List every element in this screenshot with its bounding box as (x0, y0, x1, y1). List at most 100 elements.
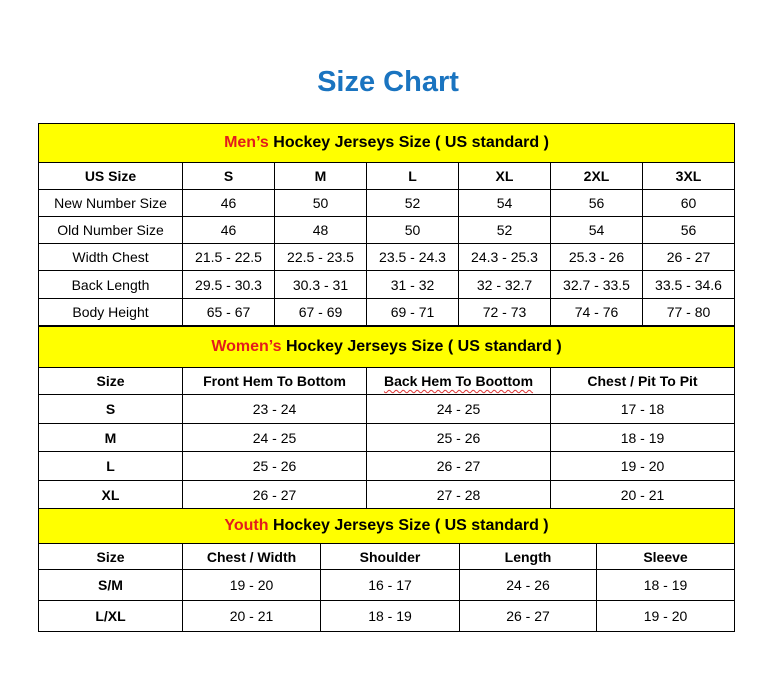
table-cell: 24 - 26 (459, 569, 597, 601)
youth-size-table: Youth Hockey Jerseys Size ( US standard … (38, 508, 735, 632)
table-cell: 25.3 - 26 (550, 243, 643, 271)
table-cell: 54 (458, 189, 551, 217)
column-header-label: Chest / Width (206, 548, 297, 565)
table-cell: 65 - 67 (182, 298, 275, 326)
section-heading: Hockey Jerseys Size ( US standard ) (268, 517, 549, 534)
column-header-label: 3XL (675, 168, 702, 184)
section-heading: Hockey Jerseys Size ( US standard ) (268, 134, 549, 151)
column-header-label: L (408, 168, 417, 184)
table-cell: 25 - 26 (366, 423, 551, 452)
column-header-label: Back Hem To Boottom (383, 373, 534, 389)
table-row: L/XL 20 - 21 18 - 19 26 - 27 19 - 20 (38, 600, 735, 632)
table-cell: 74 - 76 (550, 298, 643, 326)
table-cell: 20 - 21 (182, 600, 321, 632)
mens-size-table: Men’s Hockey Jerseys Size ( US standard … (38, 123, 735, 326)
table-row: S 23 - 24 24 - 25 17 - 18 (38, 394, 735, 424)
table-cell: 21.5 - 22.5 (182, 243, 275, 271)
column-header-label: US Size (84, 168, 137, 184)
table-cell: 32.7 - 33.5 (550, 270, 643, 299)
table-cell: 17 - 18 (550, 394, 735, 424)
column-header: M (274, 162, 367, 190)
table-row: New Number Size 46 50 52 54 56 60 (38, 189, 735, 217)
table-cell: 19 - 20 (182, 569, 321, 601)
table-cell: 52 (366, 189, 459, 217)
column-header: Front Hem To Bottom (182, 367, 367, 395)
table-row: L 25 - 26 26 - 27 19 - 20 (38, 451, 735, 481)
row-label: S/M (38, 569, 183, 601)
table-row: XL 26 - 27 27 - 28 20 - 21 (38, 480, 735, 509)
row-label: L (38, 451, 183, 481)
column-header-row: Size Front Hem To Bottom Back Hem To Boott… (38, 367, 735, 395)
table-cell: 16 - 17 (320, 569, 460, 601)
column-header-label: Length (504, 548, 552, 565)
table-cell: 67 - 69 (274, 298, 367, 326)
table-cell: 24.3 - 25.3 (458, 243, 551, 271)
table-cell: 18 - 19 (596, 569, 735, 601)
column-header: Size (38, 543, 183, 570)
table-cell: 31 - 32 (366, 270, 459, 299)
table-cell: 69 - 71 (366, 298, 459, 326)
table-cell: 24 - 25 (182, 423, 367, 452)
table-cell: 29.5 - 30.3 (182, 270, 275, 299)
column-header: XL (458, 162, 551, 190)
table-cell: 26 - 27 (642, 243, 735, 271)
section-header: Women’s Hockey Jerseys Size ( US standar… (38, 326, 735, 368)
table-row: M 24 - 25 25 - 26 18 - 19 (38, 423, 735, 452)
row-label: Back Length (38, 270, 183, 299)
table-cell: 33.5 - 34.6 (642, 270, 735, 299)
column-header-label: S (223, 168, 234, 184)
table-cell: 56 (642, 216, 735, 244)
section-header: Youth Hockey Jerseys Size ( US standard … (38, 508, 735, 544)
section-header-row: Women’s Hockey Jerseys Size ( US standar… (38, 326, 735, 368)
column-header: Chest / Width (182, 543, 321, 570)
column-header: Back Hem To Boottom (366, 367, 551, 395)
table-cell: 26 - 27 (459, 600, 597, 632)
table-cell: 19 - 20 (596, 600, 735, 632)
table-cell: 23.5 - 24.3 (366, 243, 459, 271)
column-header-label: Front Hem To Bottom (203, 373, 346, 389)
table-cell: 46 (182, 189, 275, 217)
table-cell: 25 - 26 (182, 451, 367, 481)
column-header: US Size (38, 162, 183, 190)
column-header: S (182, 162, 275, 190)
column-header-label: Sleeve (643, 548, 688, 565)
table-cell: 23 - 24 (182, 394, 367, 424)
table-cell: 26 - 27 (182, 480, 367, 509)
table-cell: 26 - 27 (366, 451, 551, 481)
column-header: Size (38, 367, 183, 395)
column-header: 2XL (550, 162, 643, 190)
column-header: 3XL (642, 162, 735, 190)
column-header-row: Size Chest / Width Shoulder Length Sleeve (38, 543, 735, 570)
row-label: Width Chest (38, 243, 183, 271)
table-row: Width Chest 21.5 - 22.5 22.5 - 23.5 23.5 - … (38, 243, 735, 271)
table-cell: 50 (366, 216, 459, 244)
section-highlight: Women’s (211, 338, 282, 355)
table-cell: 18 - 19 (550, 423, 735, 452)
column-header: Length (459, 543, 597, 570)
column-header-label: M (314, 168, 327, 184)
table-cell: 52 (458, 216, 551, 244)
column-header-label: Size (96, 548, 125, 565)
column-header: Shoulder (320, 543, 460, 570)
column-header: Sleeve (596, 543, 735, 570)
table-cell: 22.5 - 23.5 (274, 243, 367, 271)
table-cell: 60 (642, 189, 735, 217)
column-header-label: 2XL (583, 168, 610, 184)
table-cell: 20 - 21 (550, 480, 735, 509)
row-label: Old Number Size (38, 216, 183, 244)
table-row: Back Length 29.5 - 30.3 30.3 - 31 31 - 32 32… (38, 270, 735, 299)
section-header-row: Youth Hockey Jerseys Size ( US standard … (38, 508, 735, 544)
table-cell: 19 - 20 (550, 451, 735, 481)
table-cell: 46 (182, 216, 275, 244)
section-header: Men’s Hockey Jerseys Size ( US standard … (38, 123, 735, 163)
row-label: Body Height (38, 298, 183, 326)
column-header-label: Size (96, 373, 125, 389)
table-cell: 54 (550, 216, 643, 244)
row-label: M (38, 423, 183, 452)
womens-size-table: Women’s Hockey Jerseys Size ( US standar… (38, 326, 735, 509)
section-header-row: Men’s Hockey Jerseys Size ( US standard … (38, 123, 735, 163)
table-row: S/M 19 - 20 16 - 17 24 - 26 18 - 19 (38, 569, 735, 601)
table-cell: 77 - 80 (642, 298, 735, 326)
column-header: L (366, 162, 459, 190)
table-cell: 27 - 28 (366, 480, 551, 509)
